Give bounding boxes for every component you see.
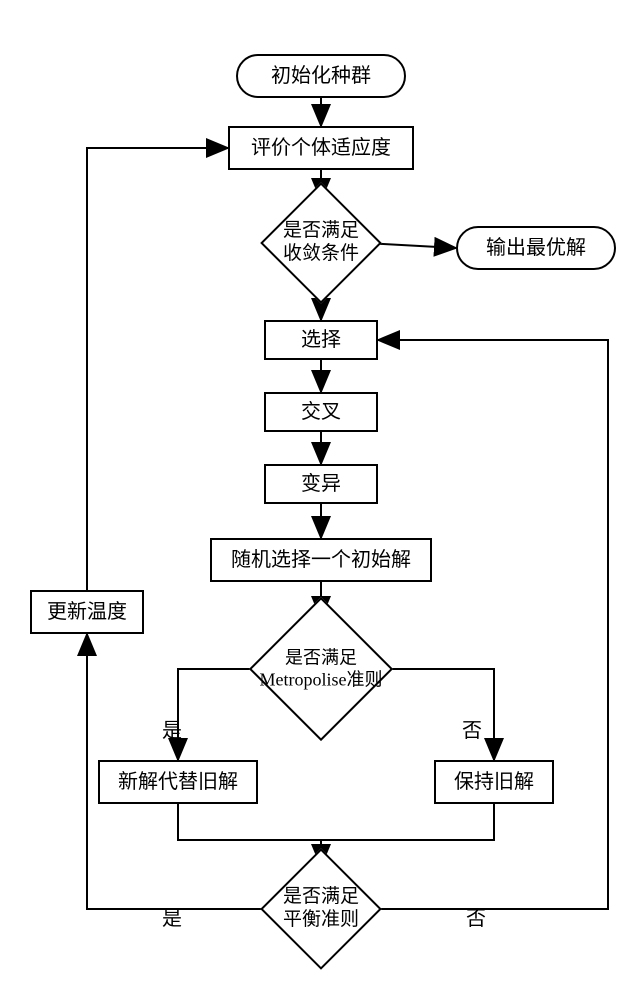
label-metro-no: 否 xyxy=(462,714,482,743)
balance-node: 是否满足 平衡准则 xyxy=(278,866,364,952)
label-balance-no: 否 xyxy=(466,902,486,931)
evaluate-node: 评价个体适应度 xyxy=(228,126,414,170)
output-node: 输出最优解 xyxy=(456,226,616,270)
metropolis-label-1: 是否满足 xyxy=(285,647,357,667)
converge-label-1: 是否满足 xyxy=(283,220,359,241)
evaluate-label: 评价个体适应度 xyxy=(251,135,391,161)
mutate-node: 变异 xyxy=(264,464,378,504)
mutate-label: 变异 xyxy=(301,471,341,497)
balance-label-2: 平衡准则 xyxy=(283,909,359,930)
metropolis-label-2: Metropolise准则 xyxy=(260,669,383,689)
label-metro-yes: 是 xyxy=(162,714,182,743)
replace-node: 新解代替旧解 xyxy=(98,760,258,804)
update-temp-label: 更新温度 xyxy=(47,599,127,625)
keep-node: 保持旧解 xyxy=(434,760,554,804)
replace-label: 新解代替旧解 xyxy=(118,769,238,795)
label-balance-yes: 是 xyxy=(162,902,182,931)
start-label: 初始化种群 xyxy=(271,63,371,89)
select-node: 选择 xyxy=(264,320,378,360)
update-temp-node: 更新温度 xyxy=(30,590,144,634)
cross-node: 交叉 xyxy=(264,392,378,432)
metropolis-node: 是否满足 Metropolise准则 xyxy=(270,618,372,720)
select-label: 选择 xyxy=(301,327,341,353)
balance-label-1: 是否满足 xyxy=(283,886,359,907)
output-label: 输出最优解 xyxy=(486,235,586,261)
start-node: 初始化种群 xyxy=(236,54,406,98)
random-init-label: 随机选择一个初始解 xyxy=(231,547,411,573)
converge-node: 是否满足 收敛条件 xyxy=(278,200,364,286)
random-init-node: 随机选择一个初始解 xyxy=(210,538,432,582)
converge-label-2: 收敛条件 xyxy=(283,243,359,264)
keep-label: 保持旧解 xyxy=(454,769,534,795)
cross-label: 交叉 xyxy=(301,399,341,425)
